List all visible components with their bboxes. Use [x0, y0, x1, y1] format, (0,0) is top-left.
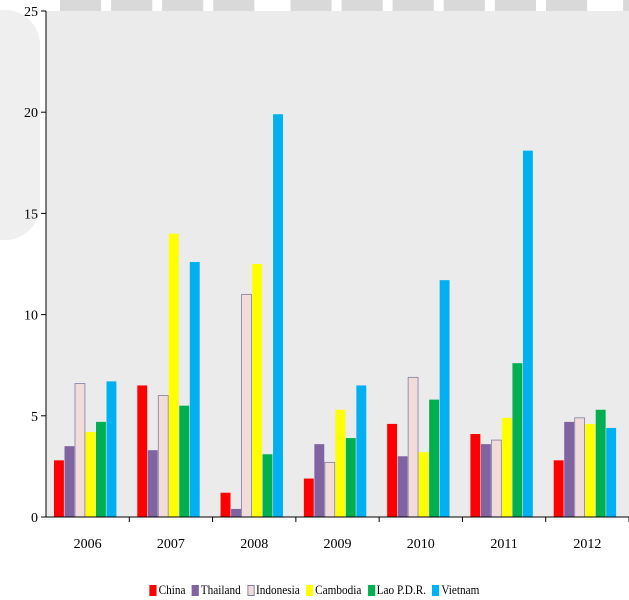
- bar-lao-p-d-r--2009: [345, 438, 356, 517]
- bar-thailand-2007: [147, 450, 158, 517]
- y-tick-label: 25: [24, 5, 38, 20]
- legend-swatch: [432, 584, 440, 596]
- legend-item-thailand: Thailand: [191, 582, 241, 598]
- bar-cambodia-2008: [252, 264, 262, 517]
- decorative-swirl: [0, 10, 40, 240]
- bar-vietnam-2009: [356, 385, 367, 517]
- bar-thailand-2012: [564, 421, 575, 517]
- legend: China Thailand Indonesia Cambodia Lao P.D.R.…: [31, 580, 597, 600]
- bar-cambodia-2012: [585, 423, 596, 517]
- bar-indonesia-2010: [407, 376, 419, 518]
- bar-indonesia-2007: [157, 395, 169, 518]
- bar-china-2007: [137, 385, 148, 517]
- x-tick-label: 2006: [74, 537, 102, 552]
- bar-lao-p-d-r--2006: [96, 421, 106, 517]
- x-tick-label: 2010: [407, 537, 435, 552]
- bar-china-2008: [220, 492, 231, 517]
- bar-lao-p-d-r--2011: [512, 363, 523, 517]
- y-tick-label: 0: [31, 511, 38, 526]
- y-tick-label: 5: [31, 410, 38, 425]
- legend-item-indonesia: Indonesia: [247, 583, 300, 598]
- bar-lao-p-d-r--2007: [179, 405, 190, 517]
- bar-vietnam-2010: [439, 280, 450, 517]
- y-tick-label: 20: [24, 106, 38, 121]
- bar-indonesia-2012: [574, 417, 586, 518]
- bar-cambodia-2010: [418, 452, 429, 517]
- legend-label: Thailand: [200, 582, 241, 597]
- legend-label: China: [158, 582, 186, 597]
- bar-thailand-2006: [64, 446, 75, 517]
- bar-indonesia-2008: [241, 293, 252, 518]
- bar-lao-p-d-r--2012: [595, 409, 606, 517]
- bar-china-2009: [303, 478, 314, 517]
- legend-item-china: China: [149, 582, 186, 598]
- x-tick-label: 2012: [573, 537, 601, 552]
- bar-china-2012: [553, 460, 564, 517]
- bar-cambodia-2009: [335, 409, 346, 517]
- bar-cambodia-2006: [85, 431, 96, 517]
- bar-vietnam-2008: [273, 114, 283, 517]
- legend-swatch: [191, 584, 199, 596]
- bar-vietnam-2012: [606, 427, 617, 517]
- bar-lao-p-d-r--2008: [262, 454, 273, 517]
- legend-item-vietnam: Vietnam: [432, 583, 479, 598]
- bar-thailand-2011: [480, 444, 491, 517]
- bar-lao-p-d-r--2010: [429, 399, 440, 517]
- x-tick-label: 2009: [324, 537, 352, 552]
- x-tick-label: 2011: [490, 537, 517, 552]
- legend-swatch: [367, 584, 375, 596]
- axes-group: 0 5 10 15 20 25 2006 2007 2008 2009 2010 2011 2012: [24, 5, 629, 552]
- bar-indonesia-2009: [324, 461, 336, 518]
- x-tick-label: 2008: [240, 537, 268, 552]
- legend-swatch: [306, 584, 314, 596]
- y-tick-label: 15: [24, 207, 38, 222]
- bar-vietnam-2006: [106, 381, 117, 517]
- bar-indonesia-2011: [491, 439, 502, 518]
- legend-label: Vietnam: [441, 582, 480, 597]
- legend-label: Lao P.D.R.: [376, 582, 427, 597]
- x-tick-label: 2007: [157, 537, 185, 552]
- bar-thailand-2010: [397, 456, 408, 517]
- bar-indonesia-2006: [74, 383, 86, 518]
- legend-swatch: [247, 584, 255, 596]
- bar-thailand-2008: [231, 508, 241, 517]
- legend-item-lao-p-d-r-: Lao P.D.R.: [367, 582, 427, 598]
- bar-vietnam-2007: [189, 261, 200, 517]
- bars-group: [54, 114, 617, 518]
- bar-china-2006: [54, 460, 64, 517]
- y-tick-label: 10: [24, 309, 38, 324]
- bar-cambodia-2011: [501, 417, 512, 517]
- bar-vietnam-2011: [522, 150, 533, 517]
- bar-cambodia-2007: [168, 233, 179, 517]
- legend-label: Indonesia: [256, 582, 300, 597]
- bar-china-2011: [470, 434, 481, 517]
- bar-china-2010: [387, 423, 398, 517]
- legend-label: Cambodia: [315, 582, 362, 597]
- legend-swatch: [149, 584, 157, 596]
- legend-item-cambodia: Cambodia: [306, 583, 361, 598]
- bar-thailand-2009: [314, 444, 325, 517]
